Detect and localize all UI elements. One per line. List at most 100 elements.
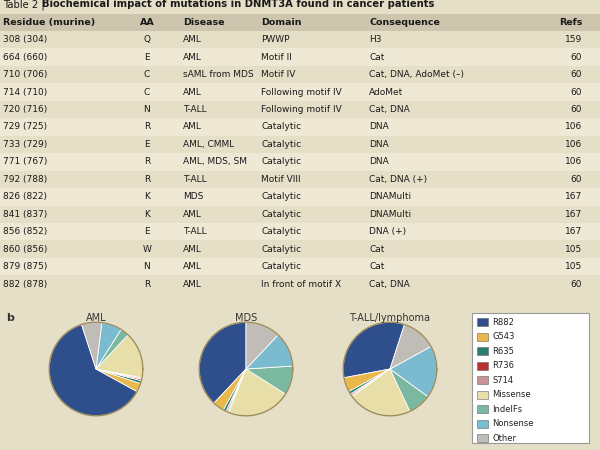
Text: Cat, DNA (+): Cat, DNA (+): [369, 175, 427, 184]
Text: Cat, DNA: Cat, DNA: [369, 279, 410, 288]
Text: T-ALL/lymphoma: T-ALL/lymphoma: [349, 313, 431, 323]
Text: b: b: [6, 313, 14, 323]
Bar: [0, 240, 600, 258]
Text: Cat: Cat: [369, 262, 385, 271]
Text: MDS: MDS: [235, 313, 257, 323]
Text: 60: 60: [571, 53, 582, 62]
Wedge shape: [223, 369, 246, 411]
Text: T-ALL: T-ALL: [183, 105, 206, 114]
Text: Following motif IV: Following motif IV: [261, 88, 342, 97]
Text: 159: 159: [565, 35, 582, 44]
Text: K: K: [144, 192, 150, 201]
Text: Missense: Missense: [493, 390, 531, 399]
Wedge shape: [390, 369, 428, 411]
Text: 879 (875): 879 (875): [3, 262, 47, 271]
Text: 771 (767): 771 (767): [3, 158, 47, 166]
Text: Catalytic: Catalytic: [261, 245, 301, 254]
Wedge shape: [96, 369, 142, 381]
Text: C: C: [144, 70, 150, 79]
Bar: [0, 171, 600, 188]
Text: AML, CMML: AML, CMML: [183, 140, 234, 149]
Text: Catalytic: Catalytic: [261, 192, 301, 201]
Text: R: R: [144, 122, 150, 131]
Bar: [0, 101, 600, 118]
Text: 60: 60: [571, 70, 582, 79]
Text: 60: 60: [571, 279, 582, 288]
Text: AML, MDS, SM: AML, MDS, SM: [183, 158, 247, 166]
Text: T-ALL: T-ALL: [183, 227, 206, 236]
Text: Catalytic: Catalytic: [261, 227, 301, 236]
Text: Table 2 |: Table 2 |: [3, 0, 48, 9]
Text: 729 (725): 729 (725): [3, 122, 47, 131]
Bar: [0, 83, 600, 101]
Wedge shape: [246, 335, 293, 369]
Text: 664 (660): 664 (660): [3, 53, 47, 62]
Text: MDS: MDS: [183, 192, 203, 201]
Wedge shape: [49, 324, 137, 416]
Text: AML: AML: [183, 122, 202, 131]
Text: Cat, DNA, AdoMet (–): Cat, DNA, AdoMet (–): [369, 70, 464, 79]
Wedge shape: [96, 369, 142, 383]
Wedge shape: [96, 323, 121, 369]
Text: T-ALL: T-ALL: [183, 175, 206, 184]
Text: PWWP: PWWP: [261, 35, 290, 44]
Text: Catalytic: Catalytic: [261, 262, 301, 271]
Text: Disease: Disease: [183, 18, 224, 27]
Text: Catalytic: Catalytic: [261, 158, 301, 166]
Text: 106: 106: [565, 158, 582, 166]
Text: 167: 167: [565, 192, 582, 201]
Text: H3: H3: [369, 35, 382, 44]
Text: DNA (+): DNA (+): [369, 227, 406, 236]
Text: R: R: [144, 279, 150, 288]
Text: AML: AML: [183, 262, 202, 271]
Text: 105: 105: [565, 245, 582, 254]
Bar: [0, 136, 600, 153]
Wedge shape: [390, 324, 431, 369]
Text: DNA: DNA: [369, 158, 389, 166]
Text: 60: 60: [571, 88, 582, 97]
Text: 167: 167: [565, 227, 582, 236]
Text: AML: AML: [183, 35, 202, 44]
Text: AML: AML: [183, 210, 202, 219]
Text: 167: 167: [565, 210, 582, 219]
Text: 60: 60: [571, 105, 582, 114]
Text: E: E: [144, 53, 150, 62]
Wedge shape: [246, 366, 293, 394]
Text: R882: R882: [493, 318, 514, 327]
Wedge shape: [350, 369, 390, 395]
Wedge shape: [246, 322, 278, 369]
Text: Motif IV: Motif IV: [261, 70, 295, 79]
Text: DNAMulti: DNAMulti: [369, 192, 411, 201]
Wedge shape: [344, 369, 390, 392]
Wedge shape: [226, 369, 246, 412]
Wedge shape: [352, 369, 410, 416]
Text: AML: AML: [183, 245, 202, 254]
Text: S714: S714: [493, 376, 514, 385]
Text: In front of motif X: In front of motif X: [261, 279, 341, 288]
Text: sAML from MDS: sAML from MDS: [183, 70, 254, 79]
Bar: [0, 258, 600, 275]
Text: 733 (729): 733 (729): [3, 140, 47, 149]
Text: Nonsense: Nonsense: [493, 419, 534, 428]
Text: 860 (856): 860 (856): [3, 245, 47, 254]
Wedge shape: [349, 369, 390, 394]
Text: AA: AA: [140, 18, 154, 27]
Text: Domain: Domain: [261, 18, 302, 27]
Wedge shape: [343, 322, 404, 378]
Wedge shape: [96, 329, 128, 369]
Text: 308 (304): 308 (304): [3, 35, 47, 44]
Text: Cat: Cat: [369, 53, 385, 62]
Text: Q: Q: [143, 35, 151, 44]
Bar: [0, 66, 600, 83]
Bar: [0, 31, 600, 49]
Text: Refs: Refs: [559, 18, 582, 27]
Text: AML: AML: [86, 313, 106, 323]
Text: Cat: Cat: [369, 245, 385, 254]
Text: Cat, DNA: Cat, DNA: [369, 105, 410, 114]
Text: G543: G543: [493, 332, 515, 341]
Text: R736: R736: [493, 361, 515, 370]
Text: AdoMet: AdoMet: [369, 88, 403, 97]
Text: R: R: [144, 175, 150, 184]
Wedge shape: [351, 369, 390, 396]
Text: 882 (878): 882 (878): [3, 279, 47, 288]
